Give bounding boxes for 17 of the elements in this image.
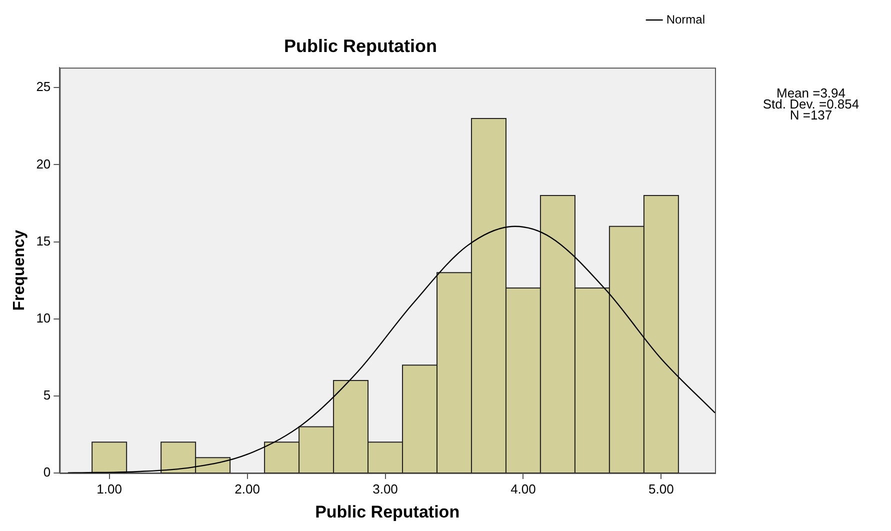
y-tick-label: 10 — [36, 310, 51, 326]
x-tick-label: 4.00 — [510, 481, 536, 496]
y-tick-label: 15 — [36, 233, 51, 248]
y-tick-label: 25 — [36, 79, 51, 94]
line-series — [67, 226, 715, 473]
y-tick-label: 0 — [43, 464, 51, 480]
chart-title: Public Reputation — [284, 36, 437, 56]
x-tick-label: 2.00 — [234, 481, 260, 496]
text: N =137 — [790, 108, 832, 123]
y-axis-title: Frequency — [11, 230, 28, 311]
x-tick-label: 5.00 — [648, 481, 674, 496]
x-axis-title: Public Reputation — [315, 502, 460, 522]
x-tick-label: 1.00 — [96, 481, 122, 496]
x-tick-label: 3.00 — [372, 481, 398, 496]
y-tick-label: 20 — [36, 156, 51, 172]
y-tick-label: 5 — [43, 388, 51, 403]
legend-label: Normal — [666, 12, 705, 26]
